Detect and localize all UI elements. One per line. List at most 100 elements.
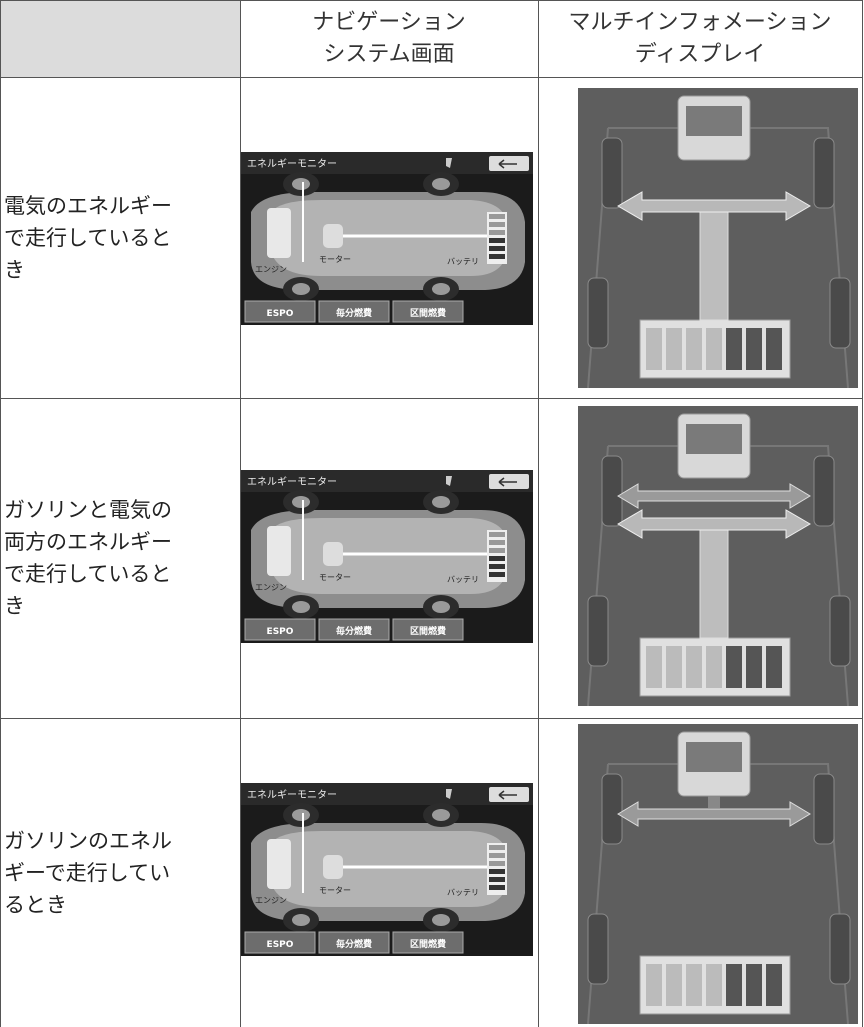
header-text: マルチインフォメーション: [568, 9, 832, 35]
wheel: [587, 277, 609, 349]
arrow: [617, 483, 811, 509]
nav-button-label: ESPO: [267, 309, 294, 319]
battery-cell: [746, 328, 762, 370]
mid-screen: [578, 406, 858, 706]
battery-cell: [489, 869, 505, 874]
battery-cell: [489, 845, 505, 850]
header-corner: [0, 0, 240, 77]
border: [240, 0, 241, 1027]
battery-cell: [489, 238, 505, 243]
nav-button-label: ESPO: [267, 940, 294, 950]
nav-button: [244, 931, 316, 954]
icon: [446, 789, 452, 799]
border: [0, 77, 863, 78]
motor-label: モーター: [319, 573, 351, 582]
motor: [323, 224, 343, 248]
engine: [267, 839, 291, 889]
hub: [292, 809, 310, 821]
hub: [432, 496, 450, 508]
hub: [432, 809, 450, 821]
hub: [432, 283, 450, 295]
wheel: [601, 137, 623, 209]
battery-cell: [489, 885, 505, 890]
row-label: ガソリンのエネル ギーで走行してい るとき: [0, 718, 240, 1027]
header-text: ディスプレイ: [634, 41, 766, 67]
battery-cell: [666, 328, 682, 370]
battery-cell: [766, 964, 782, 1006]
nav-button: [318, 300, 390, 323]
nav-button: [244, 300, 316, 323]
battery-cell: [489, 540, 505, 545]
header-nav: ナビゲーション システム画面: [240, 0, 538, 77]
battery-cell: [706, 646, 722, 688]
battery-cell: [686, 964, 702, 1006]
battery-cell: [706, 328, 722, 370]
battery-cell: [746, 646, 762, 688]
battery-cell: [766, 328, 782, 370]
shaft: [708, 796, 720, 808]
label-line: るとき: [4, 892, 67, 917]
nav-button-label: 毎分燃費: [336, 625, 372, 637]
header-mid: マルチインフォメーション ディスプレイ: [538, 0, 862, 77]
mid-screen: [578, 88, 858, 388]
nav-title: エネルギーモニター: [247, 789, 337, 801]
label-line: き: [4, 594, 25, 618]
car-top: [271, 831, 507, 907]
row-label: 電気のエネルギー で走行しているとき: [0, 77, 240, 398]
battery-label: バッテリ: [447, 257, 479, 266]
battery-cell: [666, 646, 682, 688]
battery-cell: [489, 548, 505, 553]
nav-button-label: 区間燃費: [410, 625, 446, 637]
arrow: [617, 191, 811, 221]
wheel: [587, 595, 609, 667]
back-icon: [498, 477, 517, 487]
row-label: ガソリンと電気の 両方のエネルギー で走行しているとき: [0, 398, 240, 718]
battery-cell: [489, 222, 505, 227]
battery-cell: [489, 556, 505, 561]
nav-title: エネルギーモニター: [247, 158, 337, 170]
back-icon: [498, 790, 517, 800]
engine: [267, 208, 291, 258]
nav-button: [318, 618, 390, 641]
nav-button-label: 毎分燃費: [336, 307, 372, 319]
engine-label: エンジン: [255, 583, 287, 592]
nav-button-label: ESPO: [267, 627, 294, 637]
wheel: [813, 455, 835, 527]
battery-cell: [726, 646, 742, 688]
battery-cell: [646, 646, 662, 688]
motor-label: モーター: [319, 255, 351, 264]
wheel: [829, 595, 851, 667]
engine-inner: [686, 424, 742, 454]
border: [862, 0, 863, 1027]
title-bar: [241, 470, 533, 492]
label-line: で走行していると: [4, 225, 172, 250]
arrow: [617, 801, 811, 827]
header-text: システム画面: [323, 41, 455, 67]
battery-cell: [726, 328, 742, 370]
nav-button: [392, 931, 464, 954]
battery-cell: [686, 646, 702, 688]
wheel: [813, 773, 835, 845]
wheel: [829, 913, 851, 985]
arrow: [617, 509, 811, 539]
title-bar: [241, 783, 533, 805]
motor-label: モーター: [319, 886, 351, 895]
label-line: ギーで走行してい: [4, 860, 171, 885]
border: [0, 0, 863, 1]
hub: [292, 601, 310, 613]
nav-button: [318, 931, 390, 954]
wheel: [813, 137, 835, 209]
engine-inner: [686, 106, 742, 136]
border: [0, 0, 1, 1027]
icon: [446, 158, 452, 168]
hub: [292, 914, 310, 926]
hub: [292, 178, 310, 190]
hub: [432, 914, 450, 926]
hub: [432, 601, 450, 613]
motor: [323, 855, 343, 879]
nav-button: [392, 300, 464, 323]
label-line: 電気のエネルギー: [4, 193, 172, 218]
battery-cell: [726, 964, 742, 1006]
